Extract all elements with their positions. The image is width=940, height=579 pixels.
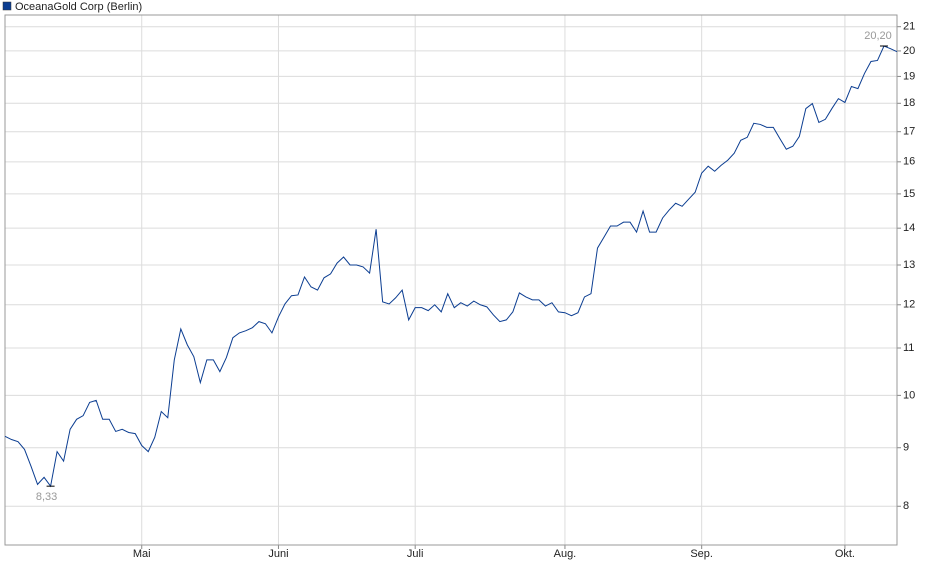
- plot-frame: [4, 14, 898, 546]
- y-tick-label: 12: [903, 299, 915, 311]
- x-tick-label: Juni: [268, 548, 288, 560]
- y-tick-label: 9: [903, 442, 909, 454]
- legend-label: OceanaGold Corp (Berlin): [15, 1, 142, 13]
- legend-swatch: [2, 1, 12, 11]
- y-tick-label: 16: [903, 156, 915, 168]
- value-label: 8,33: [36, 491, 57, 503]
- y-tick-label: 14: [903, 222, 915, 234]
- y-tick-label: 18: [903, 97, 915, 109]
- y-tick-label: 8: [903, 500, 909, 512]
- x-tick-label: Sep.: [690, 548, 713, 560]
- y-tick-label: 20: [903, 45, 915, 57]
- x-tick-label: Aug.: [554, 548, 577, 560]
- x-tick-label: Okt.: [835, 548, 855, 560]
- y-tick-label: 11: [903, 342, 914, 354]
- x-tick-label: Juli: [407, 548, 424, 560]
- y-tick-label: 17: [903, 126, 915, 138]
- x-tick-label: Mai: [133, 548, 151, 560]
- y-tick-label: 15: [903, 188, 915, 200]
- price-line: [4, 45, 898, 488]
- y-tick-label: 21: [903, 21, 915, 33]
- y-tick-label: 19: [903, 70, 915, 82]
- y-tick-label: 13: [903, 259, 915, 271]
- value-label: 20,20: [864, 30, 892, 42]
- y-tick-label: 10: [903, 389, 915, 401]
